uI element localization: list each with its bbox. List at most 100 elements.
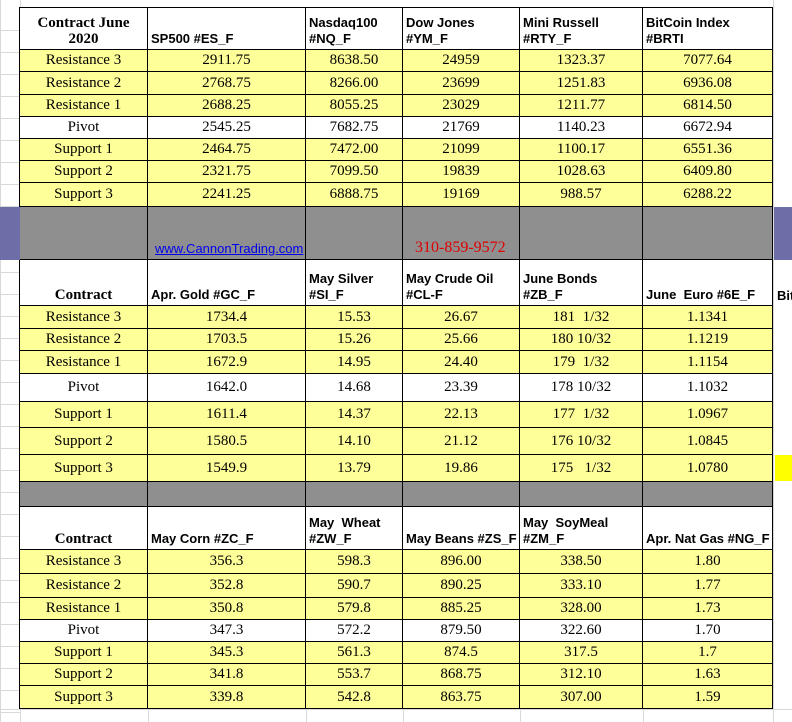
value-cell: 23.39: [403, 374, 520, 402]
value-cell: 890.25: [403, 574, 520, 598]
grid-line: [0, 294, 20, 295]
value-cell: 2768.75: [148, 72, 306, 95]
website-link[interactable]: www.CannonTrading.com: [155, 241, 304, 256]
table-border: [19, 7, 20, 709]
value-cell: 21.12: [403, 428, 520, 455]
value-cell: 1.1032: [643, 374, 773, 402]
value-cell: 553.7: [306, 664, 403, 686]
value-cell: 6288.22: [643, 183, 773, 207]
value-cell: 1.80: [643, 550, 773, 574]
column-header: June Bonds #ZB_F: [520, 260, 643, 306]
value-cell: 1611.4: [148, 402, 306, 428]
value-cell: 1.63: [643, 664, 773, 686]
grid-line: [0, 30, 20, 31]
grid-line: [0, 580, 20, 581]
grid-line: [148, 709, 149, 722]
grid-line: [0, 338, 20, 339]
value-cell: 1703.5: [148, 329, 306, 351]
value-cell: 572.2: [306, 620, 403, 642]
grid-line: [0, 96, 20, 97]
column-header: Nasdaq100 #NQ_F: [306, 8, 403, 50]
grid-line: [0, 206, 20, 207]
separator-band: [20, 482, 148, 507]
value-cell: 1.73: [643, 598, 773, 620]
value-cell: 8266.00: [306, 72, 403, 95]
value-cell: 179 1/32: [520, 351, 643, 374]
value-cell: 1.1341: [643, 306, 773, 329]
value-cell: 1.7: [643, 642, 773, 664]
value-cell: 350.8: [148, 598, 306, 620]
value-cell: 19.86: [403, 455, 520, 482]
value-cell: 2545.25: [148, 117, 306, 139]
value-cell: 7077.64: [643, 50, 773, 72]
row-label: Pivot: [20, 374, 148, 402]
grid-line: [306, 709, 307, 722]
value-cell: 14.37: [306, 402, 403, 428]
row-label: Pivot: [20, 117, 148, 139]
value-cell: 322.60: [520, 620, 643, 642]
grid-line: [403, 709, 404, 722]
grid-line: [0, 404, 20, 405]
row-label: Resistance 1: [20, 598, 148, 620]
separator-band: [148, 207, 306, 260]
value-cell: 356.3: [148, 550, 306, 574]
value-cell: 13.79: [306, 455, 403, 482]
row-label: Support 2: [20, 664, 148, 686]
row-label: Support 1: [20, 642, 148, 664]
value-cell: 312.10: [520, 664, 643, 686]
separator-band: [306, 207, 403, 260]
value-cell: 339.8: [148, 686, 306, 709]
value-cell: 178 10/32: [520, 374, 643, 402]
separator-band: [520, 482, 643, 507]
value-cell: 2241.25: [148, 183, 306, 207]
value-cell: 341.8: [148, 664, 306, 686]
value-cell: 21769: [403, 117, 520, 139]
value-cell: 1734.4: [148, 306, 306, 329]
row-label: Support 2: [20, 161, 148, 183]
separator-band: [403, 207, 520, 260]
grid-line: [0, 0, 1, 722]
value-cell: 1.0967: [643, 402, 773, 428]
row-label: Resistance 2: [20, 72, 148, 95]
grid-line: [0, 140, 20, 141]
grid-line: [0, 624, 20, 625]
column-header: May Crude Oil #CL-F: [403, 260, 520, 306]
column-header: SP500 #ES_F: [148, 8, 306, 50]
separator-band: [20, 207, 148, 260]
column-header: June Euro #6E_F: [643, 260, 773, 306]
row-label: Support 1: [20, 139, 148, 161]
value-cell: 175 1/32: [520, 455, 643, 482]
table-border: [20, 7, 773, 8]
value-cell: 6409.80: [643, 161, 773, 183]
separator-band: [306, 482, 403, 507]
value-cell: 988.57: [520, 183, 643, 207]
value-cell: 590.7: [306, 574, 403, 598]
value-cell: 1.59: [643, 686, 773, 709]
value-cell: 345.3: [148, 642, 306, 664]
value-cell: 2688.25: [148, 95, 306, 117]
value-cell: 333.10: [520, 574, 643, 598]
grid-line: [0, 690, 20, 691]
value-cell: 24959: [403, 50, 520, 72]
column-header: Dow Jones #YM_F: [403, 8, 520, 50]
value-cell: 1672.9: [148, 351, 306, 374]
grid-line: [0, 492, 20, 493]
value-cell: 317.5: [520, 642, 643, 664]
value-cell: 1.77: [643, 574, 773, 598]
value-cell: 24.40: [403, 351, 520, 374]
value-cell: 561.3: [306, 642, 403, 664]
grid-line: [0, 712, 20, 713]
value-cell: 1.0845: [643, 428, 773, 455]
grid-line: [643, 709, 644, 722]
value-cell: 7682.75: [306, 117, 403, 139]
value-cell: 1140.23: [520, 117, 643, 139]
value-cell: 1251.83: [520, 72, 643, 95]
row-label: Support 3: [20, 686, 148, 709]
row-label: Support 3: [20, 183, 148, 207]
row-label: Resistance 2: [20, 329, 148, 351]
value-cell: 1100.17: [520, 139, 643, 161]
phone-number: 310-859-9572: [415, 239, 506, 256]
value-cell: 2321.75: [148, 161, 306, 183]
column-header: May Wheat #ZW_F: [306, 507, 403, 550]
